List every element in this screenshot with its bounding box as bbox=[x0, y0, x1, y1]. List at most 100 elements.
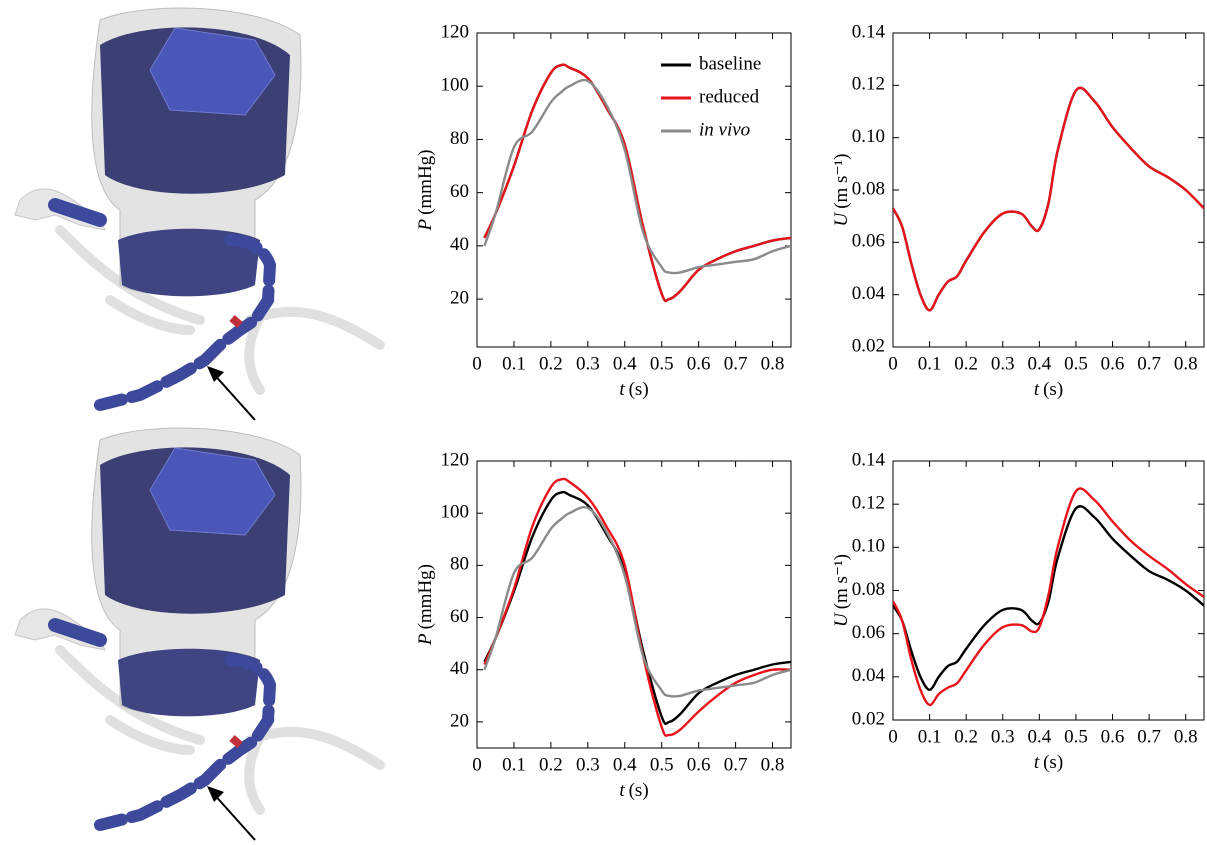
x-tick-label: 0.1 bbox=[502, 754, 526, 775]
plot-frame bbox=[476, 32, 792, 348]
y-tick-label: 0.08 bbox=[852, 579, 885, 600]
x-tick-label: 0.1 bbox=[918, 353, 942, 374]
x-tick-label: 0.7 bbox=[1137, 726, 1161, 747]
y-tick-label: 80 bbox=[450, 128, 469, 149]
x-axis-symbol: t bbox=[619, 780, 625, 801]
y-tick-label: 120 bbox=[441, 449, 470, 470]
x-tick-label: 0 bbox=[888, 353, 898, 374]
x-axis-label: t (s) bbox=[1034, 379, 1063, 400]
y-axis-symbol: P bbox=[415, 633, 436, 646]
legend-label: in vivo bbox=[699, 119, 750, 140]
y-tick-label: 0.08 bbox=[852, 178, 885, 199]
y-tick-label: 100 bbox=[441, 75, 470, 96]
legend-label: reduced bbox=[699, 86, 760, 107]
x-tick-label: 0.7 bbox=[724, 754, 748, 775]
x-axis-unit: (s) bbox=[1043, 752, 1063, 773]
y-tick-label: 0.04 bbox=[852, 665, 886, 686]
x-tick-label: 0 bbox=[888, 726, 898, 747]
y-tick-label: 60 bbox=[450, 606, 469, 627]
y-tick-label: 0.10 bbox=[852, 536, 885, 557]
data-line bbox=[483, 63, 791, 303]
x-tick-label: 0.1 bbox=[502, 353, 526, 374]
y-tick-label: 0.14 bbox=[852, 21, 886, 42]
x-tick-label: 0.2 bbox=[954, 353, 978, 374]
x-tick-label: 0.5 bbox=[1064, 353, 1088, 374]
x-tick-label: 0 bbox=[472, 353, 482, 374]
x-tick-label: 0.6 bbox=[1101, 726, 1125, 747]
x-tick-label: 0.4 bbox=[1027, 353, 1051, 374]
y-axis-symbol: U bbox=[831, 612, 852, 627]
plot-area bbox=[483, 63, 791, 303]
y-axis-unit: (m s⁻¹) bbox=[831, 554, 852, 609]
y-tick-label: 0.12 bbox=[852, 74, 885, 95]
x-tick-label: 0.6 bbox=[687, 353, 711, 374]
x-axis-symbol: t bbox=[1034, 379, 1040, 400]
y-axis-label: U (m s⁻¹) bbox=[831, 153, 852, 226]
y-tick-label: 0.06 bbox=[852, 622, 885, 643]
x-axis-symbol: t bbox=[1034, 752, 1040, 773]
x-axis-unit: (s) bbox=[629, 379, 649, 400]
chart: 0.02 0.04 0.06 0.08 0.10 0.12 0.14 0 0.1 0.2 0.3 0.… bbox=[831, 21, 1205, 400]
x-tick-label: 0.4 bbox=[613, 754, 637, 775]
y-axis-unit: (mmHg) bbox=[415, 564, 436, 629]
x-tick-label: 0.2 bbox=[954, 726, 978, 747]
data-line bbox=[483, 506, 791, 698]
chart: 20 40 60 80 100 120 0 0.1 0.2 0.3 0.4 0.5 0.6 0.7 0.8 t… bbox=[415, 21, 792, 400]
plot-frame bbox=[476, 460, 792, 749]
chart: 0.02 0.04 0.06 0.08 0.10 0.12 0.14 0 0.1 0.2 0.3 0.… bbox=[831, 449, 1205, 773]
y-axis-symbol: U bbox=[831, 212, 852, 227]
x-tick-label: 0.5 bbox=[650, 353, 674, 374]
y-tick-label: 0.10 bbox=[852, 126, 885, 147]
x-tick-label: 0.3 bbox=[991, 726, 1015, 747]
x-tick-label: 0.6 bbox=[687, 754, 711, 775]
plot-area bbox=[483, 477, 791, 737]
y-tick-label: 40 bbox=[450, 234, 469, 255]
legend-label: baseline bbox=[699, 53, 761, 74]
x-axis-unit: (s) bbox=[629, 780, 649, 801]
model-render bbox=[15, 428, 380, 840]
x-axis-label: t (s) bbox=[619, 780, 648, 801]
plot-area bbox=[893, 487, 1204, 707]
x-tick-label: 0.2 bbox=[539, 353, 563, 374]
model-render bbox=[15, 8, 380, 420]
x-tick-label: 0.5 bbox=[650, 754, 674, 775]
y-tick-label: 20 bbox=[450, 287, 469, 308]
y-axis-label: U (m s⁻¹) bbox=[831, 554, 852, 627]
x-tick-label: 0.6 bbox=[1101, 353, 1125, 374]
y-tick-label: 0.04 bbox=[852, 283, 886, 304]
x-axis-symbol: t bbox=[619, 379, 625, 400]
x-tick-label: 0.3 bbox=[576, 353, 600, 374]
plot-area bbox=[893, 86, 1204, 312]
x-tick-label: 0.8 bbox=[1174, 353, 1198, 374]
x-tick-label: 0.8 bbox=[1174, 726, 1198, 747]
x-tick-label: 0.1 bbox=[918, 726, 942, 747]
data-line bbox=[893, 505, 1204, 691]
data-line bbox=[483, 78, 791, 275]
y-tick-label: 0.02 bbox=[852, 335, 885, 356]
plot-frame bbox=[892, 32, 1205, 348]
x-tick-label: 0.4 bbox=[1027, 726, 1051, 747]
y-axis-unit: (mmHg) bbox=[415, 149, 436, 214]
y-tick-label: 80 bbox=[450, 554, 469, 575]
data-line bbox=[893, 86, 1204, 312]
y-tick-label: 20 bbox=[450, 710, 469, 731]
y-tick-label: 0.02 bbox=[852, 708, 885, 729]
chart: 20 40 60 80 100 120 0 0.1 0.2 0.3 0.4 0.5 0.6 0.7 0.8 t… bbox=[415, 449, 792, 801]
x-tick-label: 0.5 bbox=[1064, 726, 1088, 747]
y-tick-label: 0.06 bbox=[852, 231, 885, 252]
y-axis-label: P (mmHg) bbox=[415, 149, 436, 231]
y-axis-unit: (m s⁻¹) bbox=[831, 153, 852, 208]
y-axis-symbol: P bbox=[415, 219, 436, 232]
y-axis-label: P (mmHg) bbox=[415, 564, 436, 646]
y-tick-label: 60 bbox=[450, 181, 469, 202]
y-tick-label: 100 bbox=[441, 502, 470, 523]
x-axis-label: t (s) bbox=[1034, 752, 1063, 773]
y-tick-label: 120 bbox=[441, 21, 470, 42]
x-tick-label: 0.3 bbox=[991, 353, 1015, 374]
data-line bbox=[483, 490, 791, 726]
x-tick-label: 0.7 bbox=[724, 353, 748, 374]
y-tick-label: 40 bbox=[450, 658, 469, 679]
y-tick-label: 0.14 bbox=[852, 449, 886, 470]
y-tick-label: 0.12 bbox=[852, 493, 885, 514]
x-tick-label: 0.4 bbox=[613, 353, 637, 374]
